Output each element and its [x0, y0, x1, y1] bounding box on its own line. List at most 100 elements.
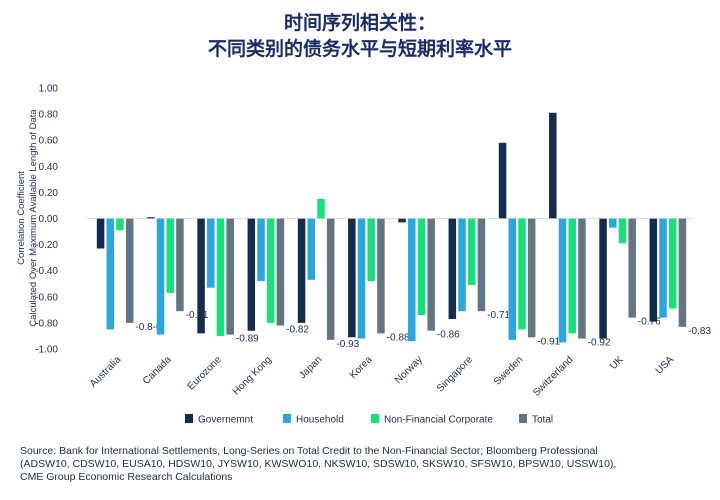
bar — [156, 218, 165, 335]
source-line-1: Source: Bank for International Settlemen… — [20, 445, 598, 457]
bar — [678, 218, 687, 327]
x-tick-label: UK — [608, 354, 626, 372]
data-label-total: -0.83 — [688, 326, 711, 337]
plot-area: 1.00 0.80 0.60 0.40 0.20 0.00 -0.20 -0.40 -0.60 -… — [35, 84, 711, 399]
bar — [226, 218, 234, 335]
bar — [498, 142, 507, 219]
bar — [649, 218, 658, 322]
data-label-total: -0.92 — [588, 338, 611, 349]
x-tick-label: Hong Kong — [231, 354, 274, 397]
bar — [297, 218, 306, 323]
source-line-3: CME Group Economic Research Calculations — [20, 471, 233, 483]
data-label-total: -0.82 — [286, 325, 309, 336]
legend-label: Governemnt — [198, 415, 253, 426]
bar — [578, 218, 586, 339]
y-tick-label: 0.40 — [39, 162, 59, 173]
legend-swatch — [185, 414, 193, 423]
x-tick-label: Switzerland — [531, 354, 575, 398]
x-tick-label: Norway — [393, 354, 425, 386]
x-tick-label: Eurozone — [186, 354, 224, 392]
x-tick-label: Japan — [297, 354, 324, 381]
data-label-total: -0.89 — [236, 334, 259, 345]
bar — [558, 218, 567, 343]
data-label-total: -0.88 — [387, 332, 410, 343]
bar — [508, 218, 517, 340]
bar — [609, 218, 617, 228]
bar — [116, 218, 124, 231]
bar — [257, 218, 265, 282]
bar — [477, 218, 486, 312]
bar — [207, 218, 215, 288]
y-tick-label: -0.60 — [35, 292, 58, 303]
y-tick-label: 1.00 — [39, 84, 59, 95]
y-tick-label: 0.80 — [39, 110, 59, 121]
data-label-total: -0.93 — [336, 339, 359, 350]
bar — [599, 218, 607, 339]
x-tick-label: Canada — [141, 354, 174, 387]
bar — [197, 218, 205, 334]
legend: Governemnt Household Non-Financial Corpora… — [185, 414, 553, 426]
bar — [247, 218, 256, 331]
bar — [176, 218, 184, 312]
y-tick-label: -0.20 — [35, 240, 58, 251]
bar — [458, 218, 466, 312]
bar — [276, 218, 285, 326]
legend-swatch — [283, 414, 291, 423]
legend-swatch — [519, 414, 527, 423]
y-tick-label: -1.00 — [35, 345, 58, 356]
bar — [216, 218, 225, 336]
bar — [417, 218, 426, 316]
bar — [125, 218, 134, 323]
bar — [618, 218, 627, 244]
bar — [628, 218, 636, 318]
x-tick-label: Korea — [348, 354, 375, 381]
legend-label: Total — [532, 415, 553, 426]
bar — [377, 218, 385, 334]
chart-title-line-1: 时间序列相关性： — [283, 12, 436, 34]
data-label-total: -0.71 — [487, 310, 510, 321]
chart-title: 时间序列相关性： 不同类别的债务水平与短期利率水平 — [0, 10, 720, 62]
bar — [348, 218, 356, 338]
y-tick-label: -0.40 — [35, 266, 58, 277]
bar — [467, 218, 476, 286]
legend-label: Household — [296, 415, 344, 426]
bar — [357, 218, 366, 339]
y-axis-label-line-2: Calculated Over Maximum Available Length… — [28, 109, 39, 327]
y-axis-label-line-1: Correlation Coefficient — [16, 171, 27, 265]
bar — [427, 218, 435, 331]
data-label-total: -0.86 — [437, 330, 460, 341]
data-label-total: -0.76 — [638, 317, 661, 328]
source-note: Source: Bank for International Settlemen… — [20, 445, 710, 484]
chart-title-line-2: 不同类别的债务水平与短期利率水平 — [207, 38, 512, 60]
bar — [527, 218, 536, 338]
bar — [317, 198, 325, 219]
bar — [549, 112, 557, 219]
bar — [668, 218, 677, 309]
bar — [106, 218, 115, 330]
x-tick-label: Sweden — [492, 354, 525, 387]
y-tick-label: 0.20 — [39, 188, 59, 199]
correlation-bar-chart: Correlation Coefficient Calculated Over … — [16, 84, 711, 426]
bar — [659, 218, 667, 318]
x-tick-label: USA — [654, 354, 677, 377]
bar — [307, 218, 316, 280]
data-label-total: -0.91 — [537, 336, 560, 347]
bar — [448, 218, 457, 319]
bar — [518, 218, 526, 330]
bar — [326, 218, 335, 340]
bar — [408, 218, 416, 342]
legend-swatch — [371, 414, 379, 423]
bar — [568, 218, 576, 334]
y-tick-label: -0.80 — [35, 318, 58, 329]
bar — [166, 218, 174, 293]
data-label-total: -0.8-0 — [135, 322, 162, 333]
x-tick-label: Singapore — [435, 354, 475, 394]
bar — [398, 218, 406, 223]
legend-label: Non-Financial Corporate — [384, 415, 493, 426]
y-tick-label: 0.00 — [39, 214, 59, 225]
bar — [367, 218, 375, 282]
bar — [96, 218, 105, 249]
data-label-total: -0.71 — [186, 310, 209, 321]
bar — [147, 217, 155, 219]
source-line-2: (ADSW10, CDSW10, EUSA10, HDSW10, JYSW10,… — [20, 458, 617, 470]
